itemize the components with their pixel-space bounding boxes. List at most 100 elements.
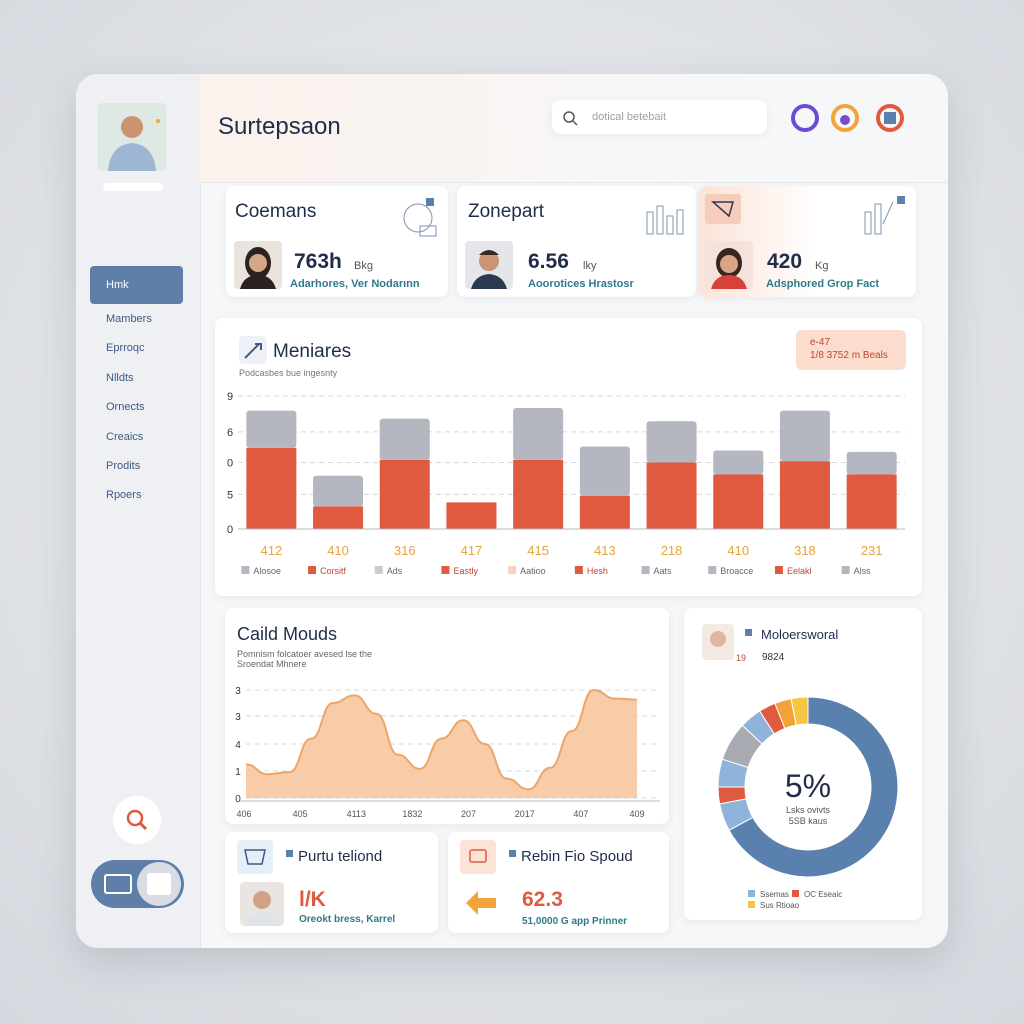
x-tick-label: 318 — [794, 543, 816, 558]
nav-item[interactable]: Nlldts — [106, 371, 134, 384]
bar-segment — [779, 410, 830, 462]
card-title: Coemans — [235, 201, 317, 222]
title-marker — [509, 850, 516, 857]
search-button[interactable] — [113, 796, 161, 844]
card-unit: Kg — [815, 260, 829, 272]
stat-card: 420 Kg Adsphored Grop Fact — [699, 186, 916, 297]
legend-label: Ssemas — [760, 890, 789, 899]
x-tick-label: 413 — [594, 543, 616, 558]
y-tick-label: 4 — [235, 740, 241, 751]
bar-segment — [246, 410, 297, 448]
bar-segment — [846, 474, 897, 529]
bar-segment — [313, 506, 364, 529]
header-icons — [791, 104, 904, 132]
nav-item[interactable]: Creaics — [106, 430, 144, 443]
toggle[interactable] — [91, 860, 184, 908]
bar-segment — [513, 459, 564, 529]
nav-item[interactable]: Ornects — [106, 401, 145, 414]
bottom-card: Purtu teliond l/K Oreokt bress, Karrel — [225, 832, 438, 933]
bar-segment — [713, 474, 764, 529]
legend-swatch — [441, 566, 450, 574]
x-tick-label: 2017 — [515, 809, 535, 819]
bar-segment — [513, 407, 564, 460]
search-placeholder: dotical betebait — [592, 111, 666, 123]
bar-chart-panel: Meniares Podcasbes bue ingesnty e-47 1/8… — [215, 318, 922, 596]
panel-subtitle: Sroendat Mhnere — [237, 659, 307, 669]
donut-segment — [728, 696, 899, 878]
bar-segment — [646, 462, 697, 529]
bar-segment — [579, 446, 630, 496]
legend-label: Broacce — [720, 566, 753, 576]
nav-item[interactable]: Prodits — [106, 460, 141, 472]
card-value: 6.56 — [528, 250, 569, 273]
legend-swatch — [748, 901, 755, 908]
panel-subtitle: Podcasbes bue ingesnty — [239, 368, 338, 378]
legend-swatch — [748, 890, 755, 897]
profile-photo — [98, 103, 166, 171]
card-value: l/K — [299, 888, 326, 911]
search-box[interactable]: dotical betebait — [552, 100, 767, 134]
legend-swatch — [774, 566, 783, 574]
area — [246, 690, 637, 798]
profile-bar — [103, 183, 163, 191]
x-tick-label: 409 — [629, 809, 644, 819]
y-tick-label: 0 — [227, 524, 233, 536]
legend-label: Hesh — [587, 566, 608, 576]
card-icon — [864, 196, 905, 235]
x-tick-label: 410 — [327, 543, 349, 558]
legend-swatch — [374, 566, 383, 574]
y-tick-label: 5 — [227, 489, 233, 501]
card-icon — [460, 840, 496, 874]
panel-subtitle: 9824 — [762, 652, 785, 663]
avatar — [234, 241, 282, 289]
y-tick-label: 6 — [227, 427, 233, 439]
x-tick-label: 316 — [394, 543, 416, 558]
badge: e-47 1/8 3752 m Beals — [796, 330, 906, 370]
panel-title: Caild Mouds — [237, 624, 338, 644]
bar-segment — [779, 461, 830, 529]
arrow-icon — [466, 891, 496, 915]
legend-label: Aatioo — [520, 566, 546, 576]
card-title: Purtu teliond — [298, 848, 383, 865]
card-unit: Bkg — [354, 260, 373, 272]
legend-label: Ads — [387, 566, 403, 576]
nav-item[interactable]: Mambers — [106, 313, 152, 325]
app-title: Surtepsaon — [218, 113, 341, 140]
x-tick-label: 412 — [260, 543, 282, 558]
nav-item[interactable]: Rpoers — [106, 489, 142, 502]
bar-segment — [846, 451, 897, 475]
center-label: 5% — [785, 768, 831, 804]
x-tick-label: 218 — [661, 543, 683, 558]
legend-swatch — [308, 566, 317, 574]
y-tick-label: 3 — [235, 686, 241, 697]
bar-segment — [379, 459, 430, 529]
card-value: 763h — [294, 250, 342, 273]
card-icon — [705, 194, 741, 224]
legend-label: Sus Rtioao — [760, 901, 800, 910]
card-subtitle: Aoorotices Hrastosr — [528, 278, 634, 290]
legend-swatch — [841, 566, 850, 574]
panel-subtitle: Pomnism folcatoer avesed lse the — [237, 649, 373, 659]
bar-segment — [713, 450, 764, 475]
card-value: 420 — [767, 250, 803, 273]
bar-segment — [313, 475, 364, 507]
bar-segment — [579, 495, 630, 529]
x-tick-label: 4113 — [347, 809, 366, 819]
legend-label: Corsitf — [320, 566, 347, 576]
card-icon — [646, 205, 684, 235]
legend-swatch — [708, 566, 717, 574]
card-subtitle: Adarhores, Ver Nodarınn — [290, 278, 420, 290]
donut-segment — [790, 696, 809, 726]
x-tick-label: 417 — [461, 543, 483, 558]
y-tick-label: 9 — [227, 391, 233, 403]
nav-item[interactable]: Eprroqc — [106, 342, 145, 355]
y-tick-label: 0 — [235, 794, 241, 805]
nav-item[interactable]: Hmk — [90, 266, 183, 304]
panel-title: Moloersworal — [761, 627, 839, 642]
card-subtitle: Adsphored Grop Fact — [766, 278, 880, 290]
bar-segment — [379, 418, 430, 460]
bar-segment — [646, 421, 697, 463]
x-tick-label: 407 — [573, 809, 588, 819]
legend-label: Eastly — [453, 566, 478, 576]
